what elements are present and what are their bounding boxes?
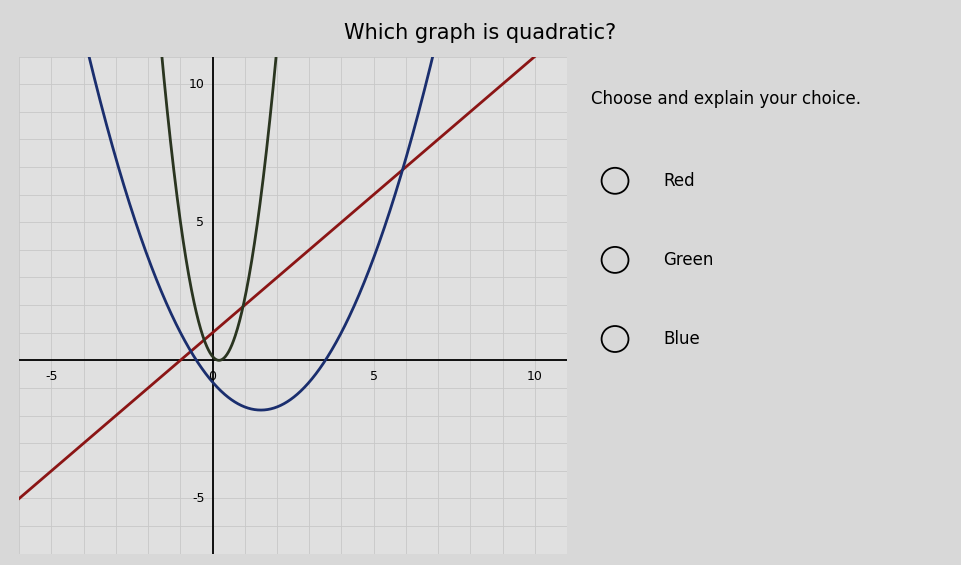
Text: Which graph is quadratic?: Which graph is quadratic? xyxy=(344,23,617,42)
Text: 5: 5 xyxy=(196,216,205,229)
Text: -5: -5 xyxy=(192,492,205,505)
Text: Blue: Blue xyxy=(663,330,700,348)
Text: Red: Red xyxy=(663,172,695,190)
Text: -5: -5 xyxy=(45,370,58,383)
Text: 5: 5 xyxy=(370,370,378,383)
Text: Choose and explain your choice.: Choose and explain your choice. xyxy=(591,90,861,108)
Text: Green: Green xyxy=(663,251,713,269)
Text: 0: 0 xyxy=(209,370,216,383)
Text: 10: 10 xyxy=(527,370,543,383)
Text: 10: 10 xyxy=(188,77,205,90)
